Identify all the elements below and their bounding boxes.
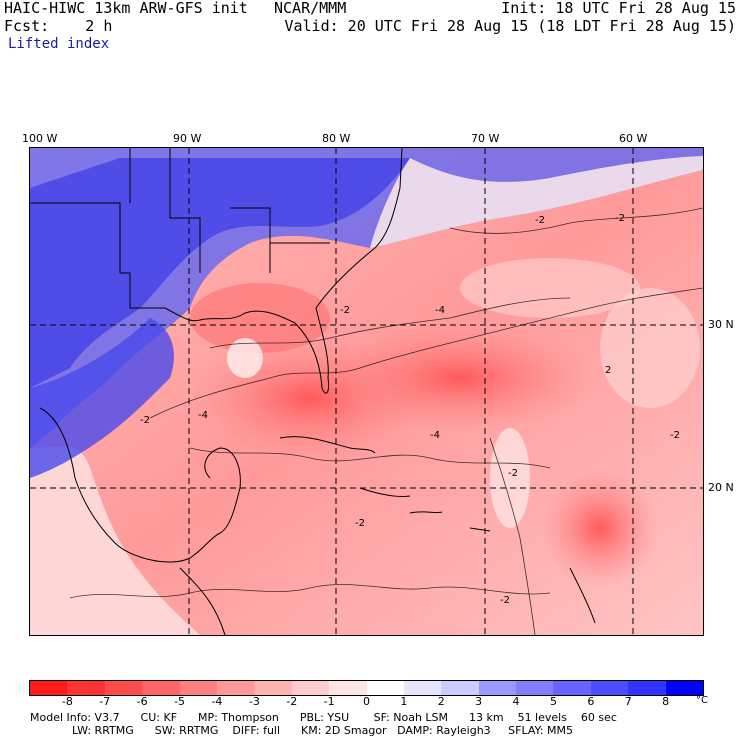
colorbar-swatch (142, 681, 180, 695)
init-time: Init: 18 UTC Fri 28 Aug 15 (501, 0, 736, 17)
colorbar-swatch (441, 681, 479, 695)
colorbar-swatch (291, 681, 330, 695)
colorbar-swatch (329, 681, 367, 695)
colorbar-swatch (590, 681, 629, 695)
colorbar-swatch (179, 681, 217, 695)
colorbar-label: 1 (400, 695, 408, 708)
model-title: HAIC-HIWC 13km ARW-GFS init (4, 0, 248, 17)
lon-label: 70 W (471, 132, 500, 145)
colorbar-label: 2 (437, 695, 445, 708)
lon-label: 90 W (173, 132, 202, 145)
colorbar-label: -1 (323, 695, 335, 708)
colorbar-label: 7 (624, 695, 632, 708)
colorbar-swatch (104, 681, 143, 695)
lon-label: 80 W (322, 132, 351, 145)
contours (69, 207, 703, 635)
colorbar (29, 680, 704, 696)
neutral-band (370, 156, 703, 248)
contour-label: -4 (435, 305, 445, 316)
contour-label: -2 (500, 595, 510, 606)
unstable-core-atlantic (320, 323, 600, 433)
colorbar-swatch (366, 681, 404, 695)
contour-label: -2 (615, 213, 625, 224)
contour-label: -2 (508, 468, 518, 479)
contour-label: -4 (198, 410, 208, 421)
colorbar-label: 3 (475, 695, 483, 708)
lon-label: 100 W (22, 132, 58, 145)
colorbar-label: 6 (587, 695, 595, 708)
contour-label: -2 (340, 305, 350, 316)
colorbar-swatch (478, 681, 517, 695)
model-info-line2: LW: RRTMG SW: RRTMG DIFF: full KM: 2D Sm… (72, 724, 573, 737)
colorbar-swatch (628, 681, 666, 695)
colorbar-unit: °C (696, 695, 708, 706)
lifted-index-map: -2 -2 -2 -4 -2 -4 -4 -2 -2 -2 -2 2 (29, 147, 704, 636)
mexico-land (30, 446, 200, 635)
contour-label: -2 (355, 518, 365, 529)
coastlines (30, 148, 596, 635)
valid-time: Valid: 20 UTC Fri 28 Aug 15 (18 LDT Fri … (284, 17, 736, 35)
colorbar-label: -4 (211, 695, 223, 708)
contour-label: 2 (605, 365, 611, 376)
colorbar-swatch (516, 681, 554, 695)
colorbar-swatch (665, 681, 704, 695)
colorbar-label: 5 (549, 695, 557, 708)
colorbar-swatch (216, 681, 255, 695)
light-patch (600, 288, 700, 408)
colorbar-label: -8 (61, 695, 73, 708)
contour-label: -2 (140, 415, 150, 426)
light-patch (490, 428, 530, 528)
unstable-core-florida (190, 283, 330, 353)
texas-blue (30, 318, 174, 478)
unstable-core-caribbean (540, 468, 660, 588)
colorbar-swatch (254, 681, 292, 695)
stable-region-deep (30, 158, 410, 388)
colorbar-label: -6 (136, 695, 148, 708)
field-name: Lifted index (8, 36, 110, 52)
graticule (30, 148, 703, 635)
colorbar-label: -7 (99, 695, 111, 708)
colorbar-label: -5 (174, 695, 186, 708)
colorbar-swatch (30, 681, 68, 695)
org-label: NCAR/MMM (274, 0, 347, 17)
contour-label: -4 (430, 430, 440, 441)
lon-label: 60 W (619, 132, 648, 145)
lat-label: 30 N (708, 318, 734, 331)
contour-label: -2 (670, 430, 680, 441)
colorbar-label: 8 (662, 695, 670, 708)
colorbar-swatch (403, 681, 442, 695)
lat-label: 20 N (708, 481, 734, 494)
contour-label: -2 (535, 215, 545, 226)
colorbar-swatch (67, 681, 105, 695)
light-patch (227, 338, 263, 378)
contour-label-group: -2 -2 -2 -4 -2 -4 -4 -2 -2 -2 -2 2 (140, 213, 680, 606)
colorbar-swatch (553, 681, 591, 695)
forecast-hour: Fcst: 2 h (4, 17, 113, 35)
colorbar-label: 0 (363, 695, 370, 708)
colorbar-label: 4 (512, 695, 520, 708)
colorbar-label: -3 (248, 695, 260, 708)
model-info-line1: Model Info: V3.7 CU: KF MP: Thompson PBL… (30, 711, 617, 724)
light-patch (460, 258, 640, 318)
colorbar-label: -2 (286, 695, 298, 708)
